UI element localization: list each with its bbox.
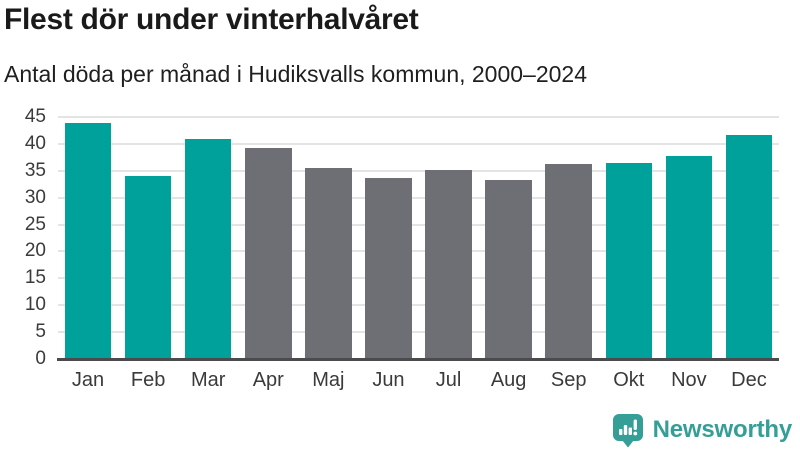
gridline-15 — [58, 277, 779, 280]
x-axis-line — [57, 358, 779, 361]
gridline-5 — [58, 331, 779, 334]
gridline-25 — [58, 223, 779, 226]
brand-footer: Newsworthy — [612, 412, 792, 448]
y-tick-label-0: 0 — [35, 348, 46, 369]
gridline-35 — [58, 169, 779, 172]
x-tick-label-feb: Feb — [130, 369, 166, 391]
gridline-40 — [58, 142, 779, 145]
brand-name: Newsworthy — [652, 416, 793, 443]
bar-feb — [124, 175, 172, 359]
y-tick-label-40: 40 — [24, 132, 46, 154]
bar-mar — [184, 139, 232, 359]
y-tick-label-25: 25 — [24, 213, 46, 235]
bar-dec — [725, 134, 773, 359]
bar-jan — [64, 122, 112, 359]
chart-subtitle: Antal döda per månad i Hudiksvalls kommu… — [4, 61, 588, 87]
x-tick-label-jan: Jan — [71, 369, 105, 391]
x-tick-label-sep: Sep — [550, 369, 587, 391]
bar-apr — [245, 148, 292, 359]
gridline-30 — [58, 196, 779, 199]
x-tick-label-mar: Mar — [190, 369, 226, 391]
y-tick-label-20: 20 — [24, 240, 46, 262]
bar-okt — [605, 163, 653, 359]
x-tick-label-apr: Apr — [252, 369, 284, 391]
x-tick-label-aug: Aug — [490, 369, 527, 391]
bar-jul — [425, 169, 472, 359]
x-tick-label-maj: Maj — [312, 369, 345, 391]
x-tick-label-jun: Jun — [372, 369, 405, 391]
y-tick-label-45: 45 — [24, 106, 46, 127]
y-tick-label-5: 5 — [35, 321, 46, 343]
x-tick-label-okt: Okt — [613, 369, 645, 391]
x-tick-label-dec: Dec — [731, 369, 767, 391]
bar-aug — [485, 180, 532, 359]
x-tick-label-nov: Nov — [671, 369, 707, 391]
plot-area — [58, 116, 779, 359]
bar-sep — [545, 164, 592, 359]
y-tick-label-35: 35 — [24, 159, 46, 181]
gridline-45 — [58, 116, 779, 118]
gridline-20 — [58, 250, 779, 253]
y-tick-label-15: 15 — [24, 267, 46, 289]
y-tick-label-30: 30 — [24, 186, 46, 208]
gridline-10 — [58, 304, 779, 307]
newsworthy-logo-icon — [612, 413, 643, 447]
bar-nov — [665, 156, 713, 359]
x-axis-labels: Jan Feb Mar Apr Maj Jun Jul Aug Sep Okt Nov Dec — [58, 367, 779, 393]
bar-jun — [365, 178, 412, 359]
x-tick-label-jul: Jul — [435, 369, 462, 391]
chart-title: Flest dör under vinterhalvåret — [4, 3, 419, 36]
y-axis-labels: 0 5 10 15 20 25 30 35 40 45 — [0, 106, 46, 369]
y-tick-label-10: 10 — [24, 294, 46, 316]
bar-maj — [305, 167, 352, 359]
